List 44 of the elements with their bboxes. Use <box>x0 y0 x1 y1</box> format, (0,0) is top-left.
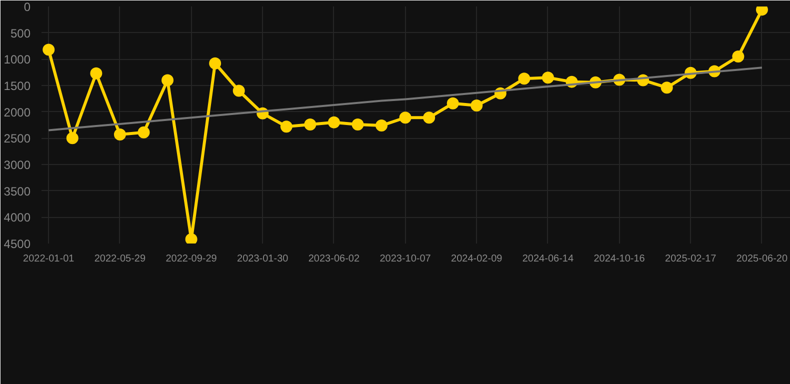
point <box>399 112 412 124</box>
point <box>518 72 530 85</box>
point <box>209 57 222 70</box>
point <box>162 74 174 86</box>
point <box>90 67 102 80</box>
point <box>114 128 126 140</box>
x-tick-label: 2022-05-29 <box>94 254 146 264</box>
point <box>423 112 436 124</box>
point <box>232 84 245 97</box>
y-tick-label: 4000 <box>4 210 31 225</box>
y-tick-label: 4500 <box>4 237 31 251</box>
y-tick-label: 3500 <box>4 184 31 198</box>
x-tick-label: 2023-01-30 <box>237 254 289 264</box>
point <box>446 97 459 110</box>
x-tick-label: 2024-06-14 <box>522 254 574 264</box>
point <box>542 72 554 84</box>
y-tick-label: 500 <box>10 26 31 40</box>
point <box>304 118 316 130</box>
y-tick-label: 3000 <box>4 158 31 172</box>
point <box>328 116 340 128</box>
y-tick-label: 1000 <box>4 52 31 67</box>
x-tick-label: 2023-06-02 <box>308 254 360 264</box>
x-tick-label: 2022-01-01 <box>23 254 75 264</box>
x-tick-label: 2024-10-16 <box>594 254 646 264</box>
point <box>66 132 78 144</box>
point <box>732 50 744 63</box>
point <box>185 233 198 244</box>
point <box>352 118 364 130</box>
x-tick-label: 2025-06-20 <box>736 254 788 264</box>
x-tick-label: 2023-10-07 <box>380 254 432 264</box>
point <box>470 100 483 112</box>
y-tick-label: 1500 <box>4 79 31 93</box>
x-tick-label: 2024-02-09 <box>451 254 503 264</box>
point <box>660 82 673 94</box>
y-tick-label: 0 <box>24 0 31 14</box>
point <box>42 44 55 56</box>
point <box>280 120 292 133</box>
x-tick-label: 2025-02-17 <box>665 254 717 264</box>
point <box>138 126 150 138</box>
x-tick-label: 2022-09-29 <box>166 254 218 264</box>
y-tick-label: 2500 <box>4 132 31 146</box>
point <box>376 120 388 132</box>
line-series <box>48 66 763 132</box>
y-tick-label: 2000 <box>4 105 31 120</box>
